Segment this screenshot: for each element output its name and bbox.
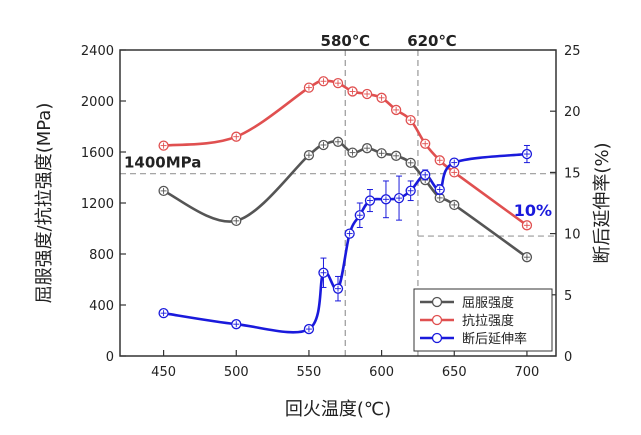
x-tick-label: 500 [224,365,249,380]
legend-label-yield: 屈服强度 [462,295,514,311]
y-left-tick-label: 800 [89,248,114,263]
x-tick-label: 550 [297,365,322,380]
y-left-tick-label: 1600 [81,146,114,161]
annotation-580: 580℃ [321,32,370,50]
y-right-tick-label: 5 [564,289,572,304]
x-tick-label: 650 [442,365,467,380]
x-tick-label: 450 [151,365,176,380]
legend-swatch-marker-yield [431,296,443,308]
y-left-tick-label: 0 [106,350,114,365]
annotation-1400mpa: 1400MPa [124,154,201,172]
annotation-labels: 580℃ 620℃ 1400MPa 10% [124,32,552,220]
y-left-tick-label: 1200 [81,197,114,212]
annotation-620: 620℃ [407,32,456,50]
y-axis-right-title: 断后延伸率(%) [592,142,613,263]
y-right-tick-label: 10 [564,228,581,243]
y-right-tick-label: 20 [564,105,581,120]
y-axis-left-title: 屈服强度/抗拉强度(MPa) [34,103,55,304]
annotation-10-percent: 10% [514,201,552,220]
x-axis-title: 回火温度(℃) [285,399,391,420]
x-tick-label: 700 [515,365,540,380]
y-left-tick-label: 2000 [81,95,114,110]
y-right-tick-label: 25 [564,44,581,59]
legend: 屈服强度 抗拉强度 断后延伸率 [413,288,553,352]
x-tick-label: 600 [369,365,394,380]
series-markers [158,76,533,335]
legend-swatch-marker-tensile [431,314,443,326]
legend-label-tensile: 抗拉强度 [462,313,514,329]
axes: 450 500 550 600 650 700 0 400 800 1200 1600 2000 240… [81,44,581,380]
y-right-tick-label: 15 [564,166,581,181]
y-right-tick-label: 0 [564,350,572,365]
y-left-tick-label: 2400 [81,44,114,59]
y-left-tick-label: 400 [89,299,114,314]
legend-label-elongation: 断后延伸率 [462,331,527,347]
legend-swatch-marker-elongation [431,332,443,344]
